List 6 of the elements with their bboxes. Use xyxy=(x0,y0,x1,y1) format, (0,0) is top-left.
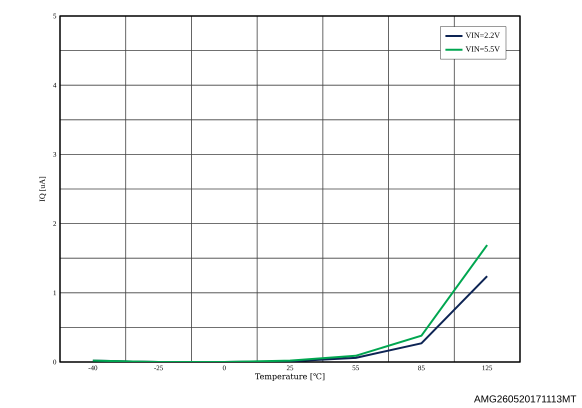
y-axis-title: IQ [uA] xyxy=(39,176,46,202)
text: AMG260520171113MT xyxy=(474,395,576,402)
legend-label: VIN=2.2V xyxy=(466,32,500,38)
legend-label: VIN=5.5V xyxy=(466,46,500,52)
x-axis-title: Temperature [℃] xyxy=(255,373,324,381)
line-series xyxy=(92,244,488,362)
